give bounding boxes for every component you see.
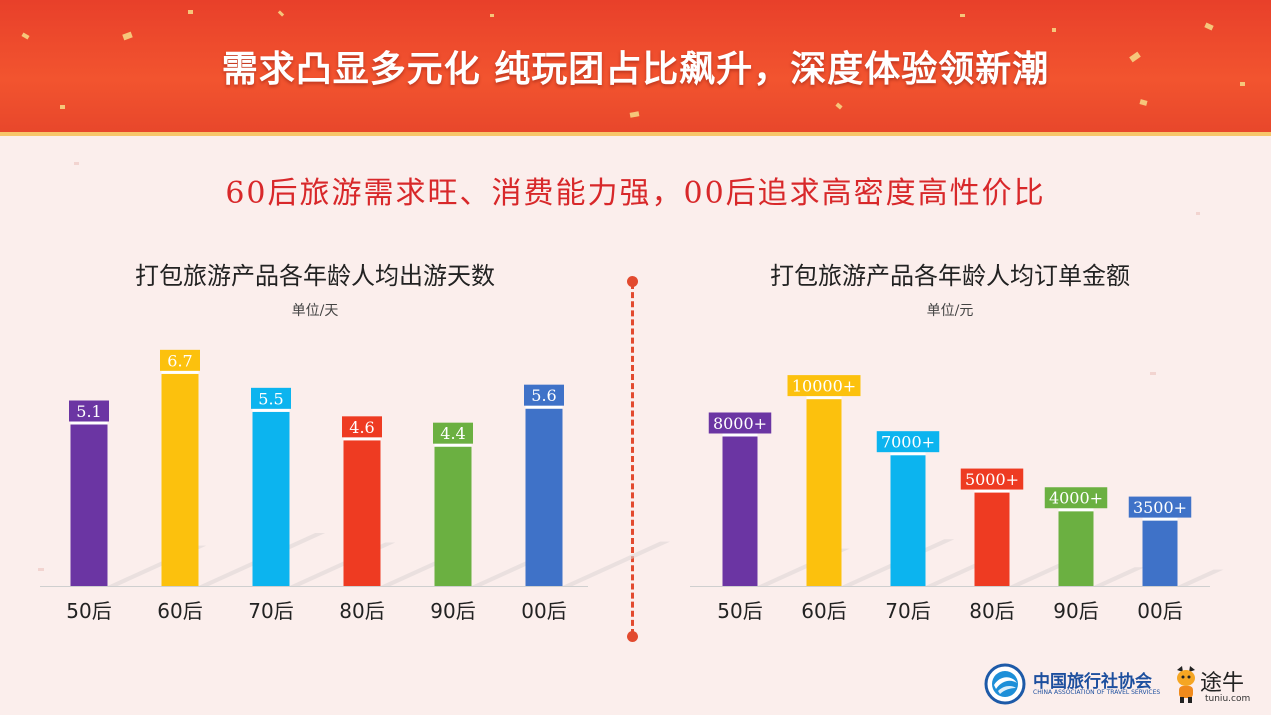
background-sparkle <box>38 568 44 571</box>
header-banner: 需求凸显多元化 纯玩团占比飙升，深度体验领新潮 <box>0 0 1271 132</box>
data-label: 5000+ <box>965 470 1019 489</box>
category-label: 70后 <box>248 599 293 623</box>
brand-name: 途牛 <box>1200 671 1245 696</box>
bar-cap <box>722 433 758 437</box>
data-label: 5.1 <box>76 402 101 421</box>
confetti-decoration <box>960 14 965 17</box>
confetti-decoration <box>277 10 285 17</box>
data-label: 8000+ <box>713 414 767 433</box>
category-label: 90后 <box>430 599 475 623</box>
right-chart-title: 打包旅游产品各年龄人均订单金额 <box>770 262 1130 290</box>
data-label: 10000+ <box>792 377 856 396</box>
category-label: 90后 <box>1053 599 1098 623</box>
confetti-decoration <box>1139 99 1148 106</box>
divider-dot-bottom <box>627 631 638 642</box>
category-label: 60后 <box>801 599 846 623</box>
bar-cap <box>70 421 108 425</box>
bar-60后 <box>161 373 199 586</box>
data-label: 7000+ <box>881 433 935 452</box>
data-label: 3500+ <box>1133 498 1187 517</box>
bar-cap <box>252 408 290 412</box>
confetti-decoration <box>1052 28 1056 32</box>
data-label-box <box>160 349 200 371</box>
data-label: 4000+ <box>1049 489 1103 508</box>
bar-50后 <box>70 424 108 586</box>
category-label: 00后 <box>1137 599 1182 623</box>
brand-url: tuniu.com <box>1205 694 1251 704</box>
association-name: 中国旅行社协会 <box>1033 672 1152 692</box>
association-name-en: CHINA ASSOCIATION OF TRAVEL SERVICES <box>1033 689 1161 696</box>
left-chart-unit: 单位/天 <box>291 303 339 319</box>
data-label-box <box>787 375 861 397</box>
category-label: 00后 <box>521 599 566 623</box>
bar-90后 <box>1058 511 1094 586</box>
confetti-decoration <box>835 102 843 110</box>
bar-cap <box>1142 517 1178 521</box>
bar-80后 <box>343 440 381 586</box>
data-label-box <box>251 387 291 409</box>
data-label: 5.5 <box>258 389 283 408</box>
confetti-decoration <box>490 14 494 17</box>
header-divider <box>0 132 1271 136</box>
data-label: 6.7 <box>167 351 192 370</box>
bar-cap <box>1058 508 1094 512</box>
bar-shadow <box>1093 567 1145 586</box>
chart-divider <box>631 283 634 635</box>
bar-cap <box>343 437 381 441</box>
key-finding-subtitle: 60后旅游需求旺、消费能力强，00后追求高密度高性价比 <box>225 176 1046 211</box>
confetti-decoration <box>629 111 640 118</box>
tuniu-mascot-icon <box>1174 664 1198 704</box>
category-label: 70后 <box>885 599 930 623</box>
page-title: 需求凸显多元化 纯玩团占比飙升，深度体验领新潮 <box>221 49 1050 90</box>
category-label: 50后 <box>717 599 762 623</box>
bar-50后 <box>722 436 758 586</box>
category-label: 80后 <box>339 599 384 623</box>
data-label: 4.4 <box>440 424 465 443</box>
bar-cap <box>974 489 1010 493</box>
confetti-decoration <box>21 32 30 40</box>
data-label: 4.6 <box>349 418 374 437</box>
category-label: 50后 <box>66 599 111 623</box>
background-sparkle <box>1150 372 1156 375</box>
data-label-box <box>960 468 1024 490</box>
bar-cap <box>890 452 926 456</box>
left-chart-title: 打包旅游产品各年龄人均出游天数 <box>135 262 495 290</box>
bar-shadow <box>1009 562 1071 586</box>
bar-00后 <box>1142 520 1178 586</box>
association-logo-icon <box>984 663 1026 705</box>
category-label: 60后 <box>157 599 202 623</box>
bar-cap <box>525 405 563 409</box>
data-label-box <box>524 384 564 406</box>
divider-dot-top <box>627 276 638 287</box>
confetti-decoration <box>188 10 193 14</box>
bar-60后 <box>806 399 842 586</box>
data-label-box <box>876 431 940 453</box>
bar-shadow <box>562 541 671 586</box>
background-sparkle <box>1196 212 1200 215</box>
order-amount-bar-chart: 8000+ 50后 10000+ 60后 7000+ 70后 5000+ 80后 4000+ 90… <box>690 375 1224 623</box>
data-label: 5.6 <box>531 386 556 405</box>
data-label-box <box>708 412 772 434</box>
bar-cap <box>161 370 199 374</box>
bar-90后 <box>434 446 472 586</box>
bar-00后 <box>525 408 563 586</box>
category-label: 80后 <box>969 599 1014 623</box>
data-label-box <box>69 400 109 422</box>
bar-shadow <box>1177 569 1224 586</box>
confetti-decoration <box>1204 22 1214 31</box>
confetti-decoration <box>60 105 65 109</box>
bar-cap <box>434 443 472 447</box>
data-label-box <box>433 422 473 444</box>
right-chart-unit: 单位/元 <box>926 303 974 319</box>
confetti-decoration <box>1240 82 1245 86</box>
bar-70后 <box>252 411 290 586</box>
data-label-box <box>1128 496 1192 518</box>
bar-cap <box>806 396 842 400</box>
days-bar-chart: 5.1 50后 6.7 60后 5.5 70后 4.6 80后 4.4 90后 5.6 00后 <box>40 349 671 623</box>
background-sparkle <box>74 162 79 165</box>
data-label-box <box>1044 487 1108 509</box>
bar-70后 <box>890 455 926 586</box>
data-label-box <box>342 416 382 438</box>
bar-80后 <box>974 492 1010 586</box>
